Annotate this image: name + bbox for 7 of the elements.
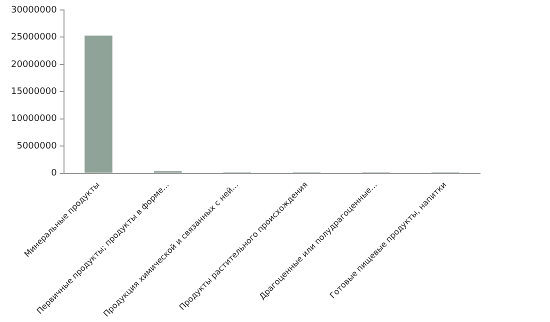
y-tick-label: 25000000 xyxy=(10,32,58,43)
y-tick-label: 20000000 xyxy=(10,60,58,70)
y-tick-label: 15000000 xyxy=(10,86,58,97)
y-tick-label: 30000000 xyxy=(10,5,58,16)
y-tick-label: 10000000 xyxy=(10,114,58,124)
y-tick-label: 0 xyxy=(51,168,58,179)
y-tick-label: 5000000 xyxy=(16,141,58,152)
